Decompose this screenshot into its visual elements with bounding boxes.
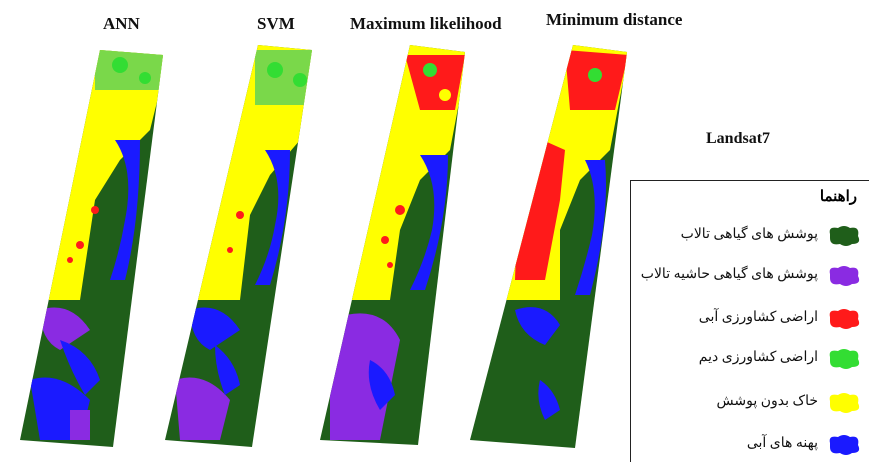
- map-svm: [165, 45, 312, 447]
- legend-label: پوشش های گیاهی تالاب: [680, 227, 818, 242]
- legend-item: اراضی کشاورزی آبی: [631, 304, 869, 334]
- legend-label: پهنه های آبی: [746, 436, 818, 451]
- legend-label: پوشش های گیاهی حاشیه تالاب: [640, 267, 818, 282]
- legend-title: راهنما: [819, 189, 857, 205]
- map-maximum-likelihood: [320, 45, 465, 445]
- legend-item: پهنه های آبی: [631, 430, 869, 460]
- legend: راهنما پوشش های گیاهی تالاب پوشش های گیا…: [630, 180, 869, 462]
- panel-title-svm: SVM: [257, 14, 295, 33]
- panel-title-minimum-distance: Minimum distance: [546, 10, 683, 29]
- blob-swatch-icon: [829, 266, 860, 286]
- legend-label: اراضی کشاورزی آبی: [698, 310, 818, 325]
- map-ann: [20, 50, 163, 447]
- blob-swatch-icon: [829, 393, 860, 413]
- legend-label: اراضی کشاورزی دیم: [698, 350, 818, 365]
- panel-title-maximum-likelihood: Maximum likelihood: [350, 14, 502, 33]
- sensor-label: Landsat7: [706, 130, 771, 147]
- legend-label: خاک بدون پوشش: [716, 394, 818, 409]
- panel-title-ann: ANN: [103, 14, 140, 33]
- blob-swatch-icon: [829, 349, 860, 369]
- blob-swatch-icon: [829, 309, 860, 329]
- legend-item: خاک بدون پوشش: [631, 388, 869, 418]
- blob-swatch-icon: [829, 435, 860, 455]
- blob-swatch-icon: [829, 226, 860, 246]
- legend-item: پوشش های گیاهی حاشیه تالاب: [631, 261, 869, 291]
- legend-item: پوشش های گیاهی تالاب: [631, 221, 869, 251]
- legend-item: اراضی کشاورزی دیم: [631, 344, 869, 374]
